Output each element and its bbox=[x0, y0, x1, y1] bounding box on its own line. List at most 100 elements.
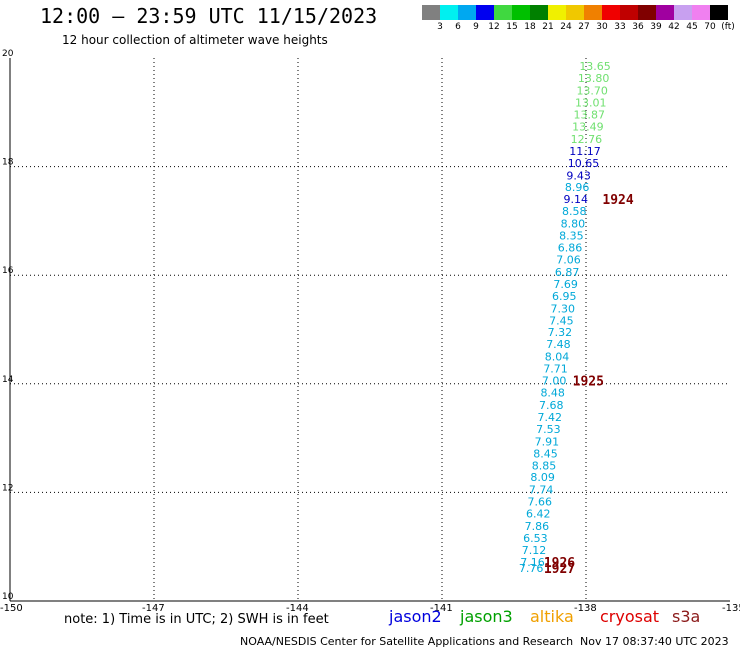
wave-height-value: 7.69 bbox=[553, 278, 578, 291]
wave-height-value: 6.95 bbox=[552, 290, 577, 303]
legend-label: 39 bbox=[650, 22, 662, 32]
y-tick-label: 18 bbox=[2, 158, 14, 168]
wave-height-value: 7.86 bbox=[525, 520, 550, 533]
wave-height-value: 13.65 bbox=[579, 60, 611, 73]
wave-height-value: 7.12 bbox=[522, 544, 547, 557]
wave-height-value: 8.58 bbox=[562, 205, 587, 218]
wave-height-value: 7.68 bbox=[539, 399, 564, 412]
legend-swatch bbox=[620, 5, 638, 20]
legend-label: 27 bbox=[578, 22, 590, 32]
legend-label: 15 bbox=[506, 22, 518, 32]
wave-height-value: 7.45 bbox=[549, 314, 574, 327]
legend-label: 12 bbox=[488, 22, 500, 32]
y-tick-label: 14 bbox=[2, 375, 14, 385]
wave-height-value: 6.53 bbox=[523, 532, 548, 545]
wave-height-value: 7.74 bbox=[529, 484, 554, 497]
wave-height-value: 7.32 bbox=[548, 326, 573, 339]
legend-swatch bbox=[512, 5, 530, 20]
wave-height-value: 7.53 bbox=[536, 423, 561, 436]
wave-height-value: 8.04 bbox=[545, 351, 570, 364]
legend-label: 3 bbox=[437, 22, 443, 32]
wave-height-value: 13.49 bbox=[572, 120, 604, 133]
wave-height-value: 6.87 bbox=[555, 266, 580, 279]
legend-swatch bbox=[710, 5, 728, 20]
legend-swatch bbox=[530, 5, 548, 20]
legend-swatch bbox=[674, 5, 692, 20]
legend-swatch bbox=[440, 5, 458, 20]
legend-label: 21 bbox=[542, 22, 554, 32]
generated-timestamp: Nov 17 08:37:40 UTC 2023 bbox=[580, 635, 729, 648]
legend-label: 6 bbox=[455, 22, 461, 32]
legend-label: 9 bbox=[473, 22, 479, 32]
wave-height-value: 7.66 bbox=[527, 496, 552, 509]
y-tick-label: 20 bbox=[2, 49, 14, 59]
wave-height-value: 8.80 bbox=[561, 218, 586, 231]
wave-height-value: 6.42 bbox=[526, 508, 551, 521]
x-tick-label: -135 bbox=[722, 603, 740, 614]
wave-height-value: 7.16 bbox=[520, 556, 545, 569]
legend-swatch bbox=[548, 5, 566, 20]
y-tick-label: 10 bbox=[2, 592, 14, 602]
wave-height-value: 7.48 bbox=[546, 338, 571, 351]
wave-height-value: 10.65 bbox=[568, 157, 600, 170]
wave-height-value: 7.71 bbox=[543, 363, 568, 376]
wave-height-value: 8.96 bbox=[565, 181, 590, 194]
wave-height-value: 9.14 bbox=[563, 193, 588, 206]
credit-line: NOAA/NESDIS Center for Satellite Applica… bbox=[240, 635, 574, 648]
satellite-label-jason3: jason3 bbox=[460, 607, 513, 626]
chart-subtitle: 12 hour collection of altimeter wave hei… bbox=[62, 33, 328, 47]
wave-height-value: 7.00 bbox=[542, 375, 567, 388]
x-tick-label: -138 bbox=[574, 603, 597, 614]
wave-height-value: 7.76 bbox=[519, 562, 544, 575]
legend-swatch bbox=[422, 5, 440, 20]
wave-height-value: 13.01 bbox=[575, 97, 607, 110]
x-tick-label: -141 bbox=[430, 603, 453, 614]
legend-label: 45 bbox=[686, 22, 698, 32]
wave-height-value: 7.30 bbox=[551, 302, 576, 315]
legend-swatch bbox=[458, 5, 476, 20]
satellite-label-s3a: s3a bbox=[672, 607, 701, 626]
legend-label: 24 bbox=[560, 22, 572, 32]
wave-height-value: 9.43 bbox=[566, 169, 591, 182]
legend-swatch bbox=[566, 5, 584, 20]
wave-height-value: 7.91 bbox=[535, 435, 560, 448]
wave-height-value: 13.80 bbox=[578, 72, 610, 85]
pass-number-label: 1926 bbox=[544, 556, 575, 571]
legend-label: 42 bbox=[668, 22, 680, 32]
satellite-label-cryosat: cryosat bbox=[600, 607, 660, 626]
legend-swatch bbox=[584, 5, 602, 20]
chart-title: 12:00 — 23:59 UTC 11/15/2023 bbox=[40, 4, 378, 28]
legend-label: 18 bbox=[524, 22, 536, 32]
legend-swatch bbox=[476, 5, 494, 20]
wave-height-value: 7.42 bbox=[538, 411, 563, 424]
legend-swatch bbox=[692, 5, 710, 20]
legend-swatch bbox=[602, 5, 620, 20]
legend-swatch bbox=[656, 5, 674, 20]
wave-height-value: 8.09 bbox=[530, 471, 555, 484]
wave-height-value: 12.76 bbox=[571, 133, 603, 146]
satellite-label-jason2: jason2 bbox=[389, 607, 442, 626]
wave-height-value: 13.87 bbox=[574, 108, 606, 121]
x-tick-label: -150 bbox=[0, 603, 23, 614]
wave-height-value: 13.70 bbox=[576, 85, 608, 98]
legend-label: 30 bbox=[596, 22, 608, 32]
pass-number-label: 1924 bbox=[602, 193, 633, 208]
wave-height-value: 8.35 bbox=[559, 230, 584, 243]
wave-height-value: 8.85 bbox=[532, 459, 557, 472]
y-tick-label: 16 bbox=[2, 266, 14, 276]
legend-label: 70 bbox=[704, 22, 716, 32]
footer-note: note: 1) Time is in UTC; 2) SWH is in fe… bbox=[64, 612, 329, 627]
legend-label: 36 bbox=[632, 22, 644, 32]
wave-height-value: 8.48 bbox=[540, 386, 565, 399]
legend-label: 33 bbox=[614, 22, 626, 32]
x-tick-label: -147 bbox=[142, 603, 165, 614]
wave-height-value: 7.06 bbox=[556, 253, 581, 266]
wave-height-value: 6.86 bbox=[558, 242, 583, 255]
legend-swatch bbox=[494, 5, 512, 20]
satellite-label-altika: altika bbox=[530, 607, 574, 626]
wave-height-value: 11.17 bbox=[569, 145, 601, 158]
pass-number-label: 1927 bbox=[544, 562, 575, 577]
pass-number-label: 1925 bbox=[573, 375, 604, 390]
wave-height-value: 8.45 bbox=[533, 447, 558, 460]
